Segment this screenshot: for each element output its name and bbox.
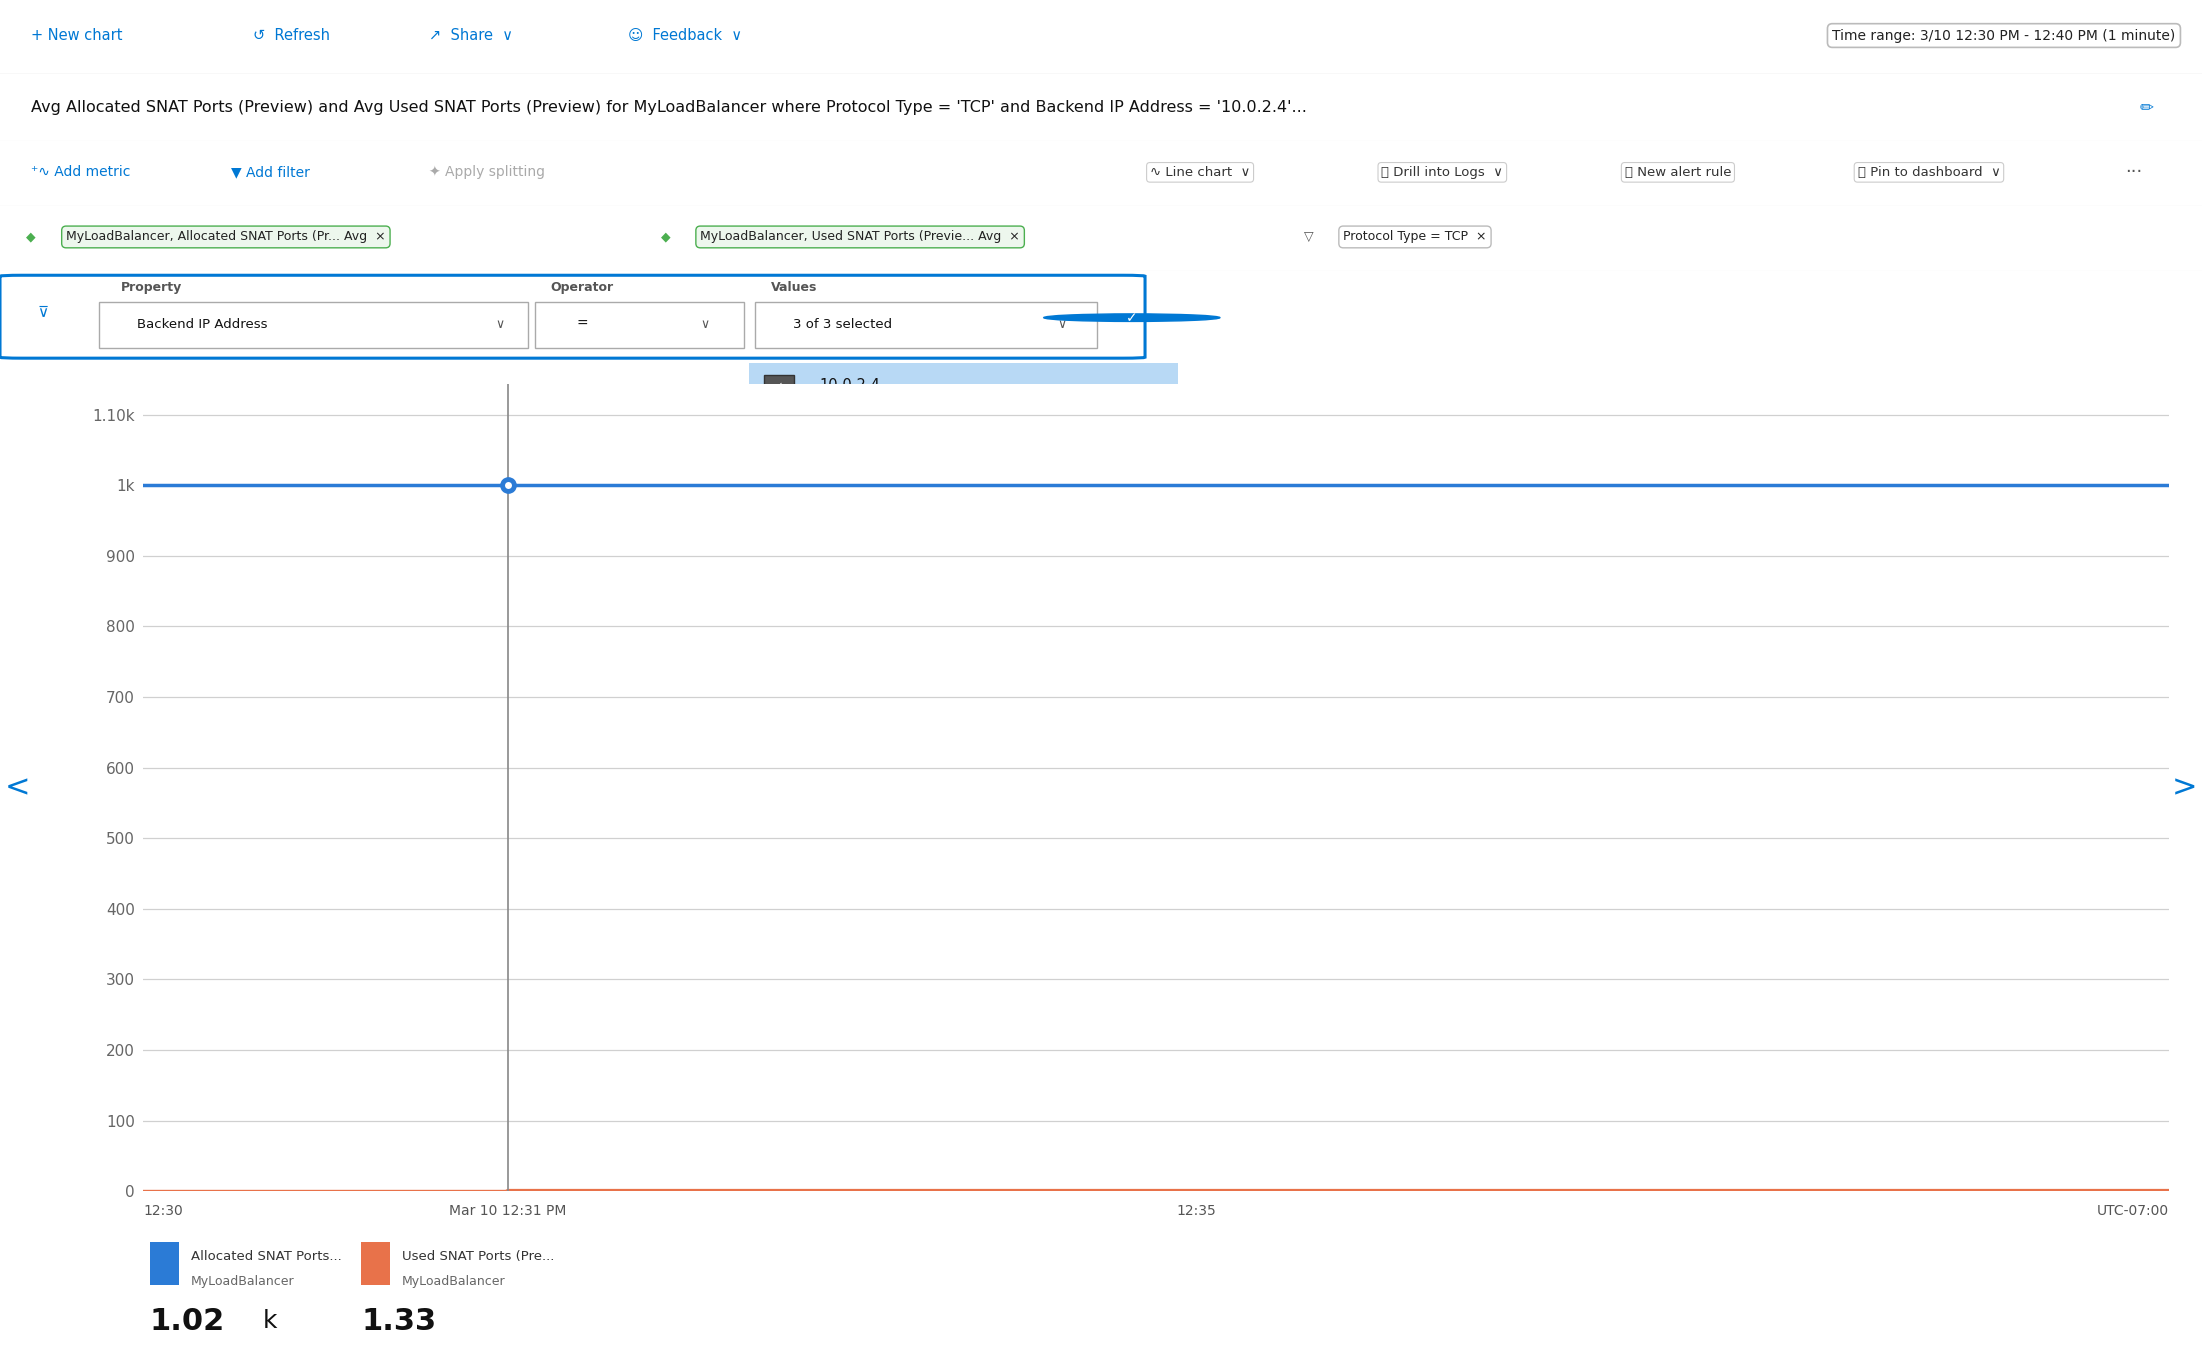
Bar — [764, 420, 793, 441]
Text: 📋 Drill into Logs  ∨: 📋 Drill into Logs ∨ — [1381, 166, 1504, 179]
Text: ✓: ✓ — [1125, 311, 1138, 324]
Text: ∿ Line chart  ∨: ∿ Line chart ∨ — [1149, 166, 1251, 179]
Text: 3 of 3 selected: 3 of 3 selected — [793, 318, 892, 331]
Bar — [749, 363, 1178, 408]
Bar — [764, 464, 793, 487]
Text: 10.0.2.6: 10.0.2.6 — [819, 468, 881, 483]
Text: Time range: 3/10 12:30 PM - 12:40 PM (1 minute): Time range: 3/10 12:30 PM - 12:40 PM (1 … — [1832, 28, 2176, 43]
FancyBboxPatch shape — [0, 276, 1145, 358]
Text: =: = — [577, 318, 588, 331]
Circle shape — [1044, 314, 1220, 322]
Text: ▼ Add filter: ▼ Add filter — [231, 166, 310, 179]
Text: ✓: ✓ — [775, 425, 784, 436]
Text: 1.02: 1.02 — [150, 1307, 225, 1337]
Text: 10.0.2.4: 10.0.2.4 — [819, 378, 881, 393]
Text: Allocated SNAT Ports...: Allocated SNAT Ports... — [192, 1250, 341, 1263]
Text: ✓: ✓ — [775, 471, 784, 481]
Text: Property: Property — [121, 281, 183, 293]
Text: 1.33: 1.33 — [361, 1307, 436, 1337]
Text: ↗  Share  ∨: ↗ Share ∨ — [429, 28, 513, 43]
Text: ∨: ∨ — [1057, 318, 1066, 331]
Text: ⊽: ⊽ — [37, 306, 48, 320]
Text: MyLoadBalancer, Allocated SNAT Ports (Pr... Avg  ×: MyLoadBalancer, Allocated SNAT Ports (Pr… — [66, 230, 385, 244]
Text: Mar 10 12:31 PM: Mar 10 12:31 PM — [449, 1203, 566, 1218]
Text: Operator: Operator — [550, 281, 614, 293]
Text: <: < — [4, 773, 31, 802]
Text: MyLoadBalancer: MyLoadBalancer — [192, 1275, 295, 1288]
Text: k: k — [255, 1310, 277, 1334]
Text: UTC-07:00: UTC-07:00 — [2096, 1203, 2169, 1218]
Text: Values: Values — [771, 281, 817, 293]
Text: Avg Allocated SNAT Ports (Preview) and Avg Used SNAT Ports (Preview) for MyLoadB: Avg Allocated SNAT Ports (Preview) and A… — [31, 100, 1306, 116]
FancyBboxPatch shape — [99, 302, 528, 349]
Bar — [749, 408, 1178, 454]
Text: MyLoadBalancer, Used SNAT Ports (Previe... Avg  ×: MyLoadBalancer, Used SNAT Ports (Previe.… — [700, 230, 1020, 244]
Text: 12:35: 12:35 — [1176, 1203, 1216, 1218]
Text: ✓: ✓ — [775, 381, 784, 390]
Text: 📌 Pin to dashboard  ∨: 📌 Pin to dashboard ∨ — [1858, 166, 1999, 179]
Text: ✦ Apply splitting: ✦ Apply splitting — [429, 166, 546, 179]
FancyBboxPatch shape — [749, 363, 1178, 498]
Text: Used SNAT Ports (Pre...: Used SNAT Ports (Pre... — [403, 1250, 555, 1263]
Text: ↺  Refresh: ↺ Refresh — [253, 28, 330, 43]
Text: Backend IP Address: Backend IP Address — [137, 318, 266, 331]
Text: ▽: ▽ — [1304, 230, 1312, 244]
Bar — [150, 1242, 178, 1284]
Bar — [764, 374, 793, 397]
Text: ◆: ◆ — [661, 230, 669, 244]
Text: 10.0.2.5: 10.0.2.5 — [819, 423, 881, 439]
Text: 🔔 New alert rule: 🔔 New alert rule — [1625, 166, 1731, 179]
Text: ◆: ◆ — [26, 230, 35, 244]
Text: ∨: ∨ — [495, 318, 504, 331]
Bar — [361, 1242, 390, 1284]
Bar — [749, 454, 1178, 498]
Text: >: > — [2171, 773, 2198, 802]
Text: ☺  Feedback  ∨: ☺ Feedback ∨ — [628, 28, 742, 43]
Text: ···: ··· — [2125, 163, 2143, 182]
Text: MyLoadBalancer: MyLoadBalancer — [403, 1275, 506, 1288]
Text: + New chart: + New chart — [31, 28, 123, 43]
FancyBboxPatch shape — [535, 302, 744, 349]
Text: 12:30: 12:30 — [143, 1203, 183, 1218]
Text: ∨: ∨ — [700, 318, 709, 331]
Text: ⁺∿ Add metric: ⁺∿ Add metric — [31, 166, 130, 179]
Text: ✏: ✏ — [2140, 98, 2154, 117]
FancyBboxPatch shape — [755, 302, 1097, 349]
Text: Protocol Type = TCP  ×: Protocol Type = TCP × — [1343, 230, 1486, 244]
